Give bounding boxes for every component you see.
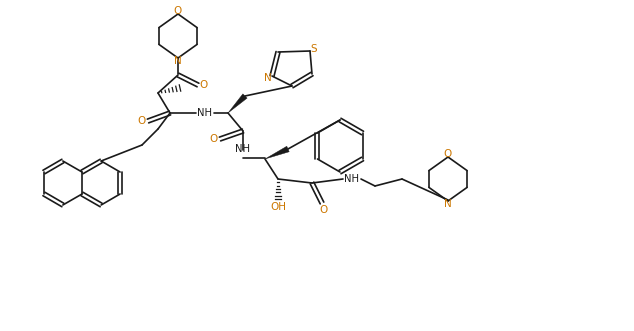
- Text: N: N: [444, 199, 452, 209]
- Text: O: O: [444, 149, 452, 159]
- Text: NH: NH: [344, 174, 359, 184]
- Text: NH: NH: [198, 108, 212, 118]
- Polygon shape: [265, 146, 289, 159]
- Text: N: N: [264, 73, 272, 83]
- Text: O: O: [174, 6, 182, 16]
- Text: N: N: [174, 56, 182, 66]
- Polygon shape: [228, 94, 247, 113]
- Text: O: O: [138, 116, 146, 126]
- Text: S: S: [311, 44, 317, 54]
- Text: OH: OH: [270, 202, 286, 212]
- Text: O: O: [210, 134, 218, 144]
- Text: NH: NH: [235, 144, 250, 154]
- Text: O: O: [200, 80, 208, 90]
- Text: O: O: [320, 205, 328, 215]
